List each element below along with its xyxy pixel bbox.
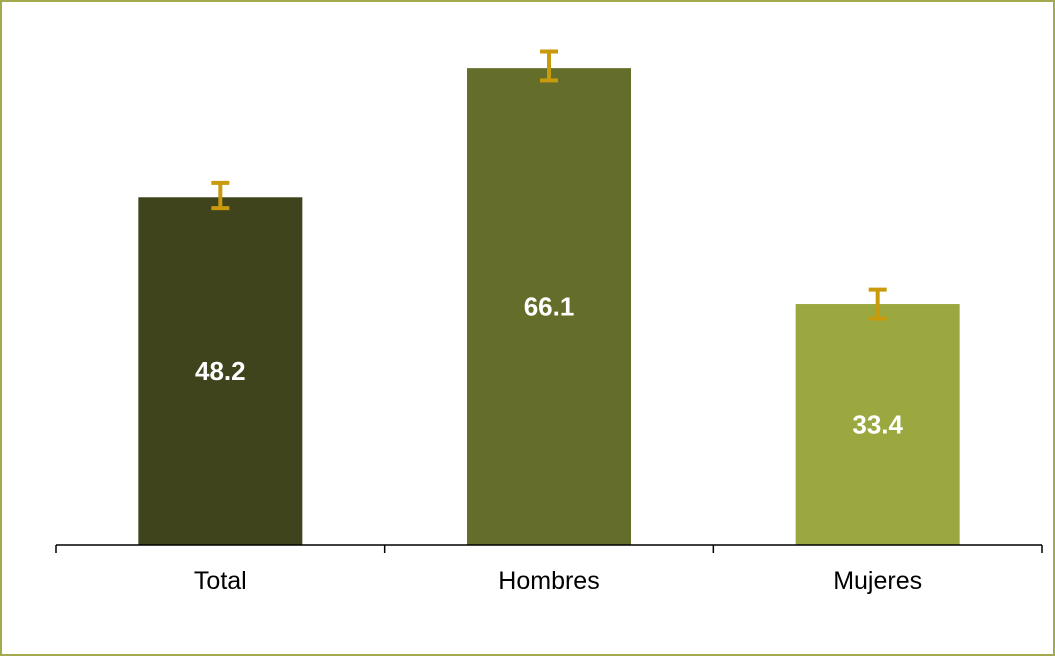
x-axis <box>55 544 1043 553</box>
error-bar-hombres <box>540 49 558 83</box>
category-label-mujeres: Mujeres <box>833 567 922 595</box>
error-bar-mujeres <box>868 287 887 321</box>
data-label-hombres: 66.1 <box>524 292 575 322</box>
labels-layer: 48.2 Total 66.1 Hombres 33.4 Mujeres <box>194 292 922 595</box>
error-bars-layer <box>211 49 887 321</box>
bar-hombres <box>467 68 631 545</box>
data-label-mujeres: 33.4 <box>852 410 903 440</box>
error-bar-total <box>211 180 230 211</box>
category-label-hombres: Hombres <box>498 567 599 595</box>
bar-mujeres <box>795 304 960 545</box>
bar-total <box>138 197 303 545</box>
data-label-total: 48.2 <box>195 356 246 386</box>
bars-layer <box>138 68 960 545</box>
category-label-total: Total <box>194 567 247 595</box>
